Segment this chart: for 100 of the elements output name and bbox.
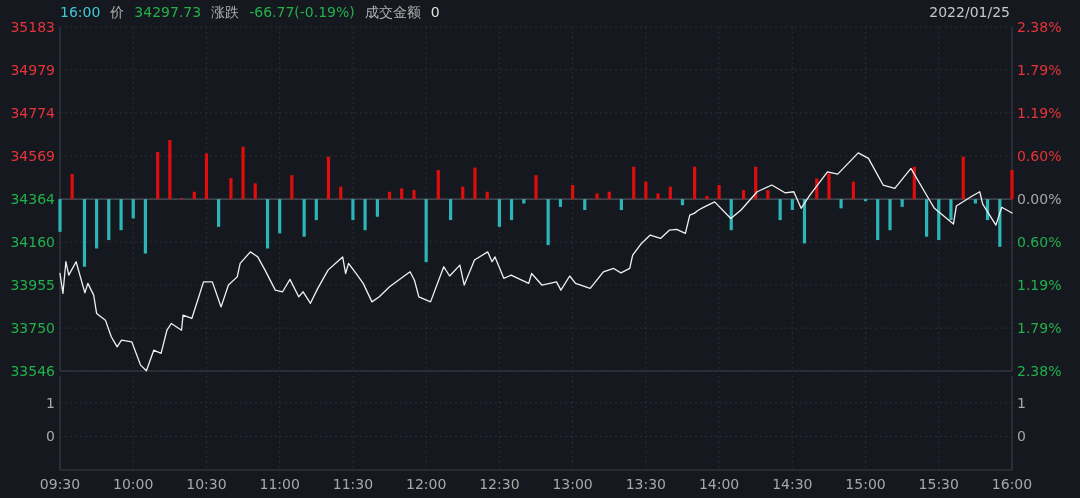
- bar: [217, 199, 221, 227]
- bar: [363, 199, 367, 231]
- bar: [375, 199, 379, 217]
- x-tick-label: 16:00: [991, 476, 1033, 492]
- y2-tick-label: 1.79%: [1017, 320, 1062, 337]
- y-tick-label: 35183: [10, 19, 55, 35]
- y-tick-label: 1: [46, 394, 55, 411]
- bar: [1010, 170, 1014, 200]
- y2-tick-label: 1.79%: [1017, 61, 1062, 78]
- bar: [400, 188, 404, 200]
- bar: [961, 156, 965, 200]
- text: 2022/01/25: [929, 4, 1010, 20]
- bar: [131, 199, 135, 219]
- x-tick-label: 13:30: [625, 476, 667, 492]
- bar: [900, 199, 904, 207]
- bar: [424, 199, 428, 263]
- bar: [705, 195, 709, 200]
- bar: [632, 166, 636, 200]
- text: 16:00: [60, 4, 101, 20]
- y2-tick-label: 0.60%: [1017, 234, 1062, 251]
- x-tick-label: 14:30: [772, 476, 813, 492]
- bar: [229, 178, 233, 200]
- x-tick-label: 15:00: [845, 476, 886, 492]
- bar: [571, 185, 575, 200]
- bar: [876, 199, 880, 241]
- x-tick-label: 10:30: [186, 476, 227, 492]
- bar: [473, 167, 477, 200]
- bar: [253, 183, 257, 200]
- bar: [412, 190, 416, 200]
- bar: [509, 199, 514, 221]
- bar: [925, 199, 929, 237]
- y2-tick-label: 1: [1017, 394, 1026, 411]
- x-tick-label: 13:00: [552, 476, 593, 492]
- y-tick-label: 33955: [10, 277, 55, 294]
- bar: [949, 199, 953, 221]
- bar: [339, 186, 343, 200]
- bar: [766, 190, 770, 200]
- bar: [278, 199, 282, 234]
- bar: [937, 199, 941, 241]
- bar: [778, 199, 782, 221]
- y-tick-label: 34364: [10, 191, 56, 208]
- bar: [693, 166, 697, 200]
- bar: [546, 199, 550, 246]
- y2-tick-label: 0: [1017, 428, 1026, 445]
- y2-tick-label: 1.19%: [1017, 277, 1062, 293]
- text: 34297.73: [134, 4, 202, 20]
- bar: [522, 199, 526, 204]
- bar: [644, 181, 648, 200]
- x-tick-label: 12:30: [479, 476, 520, 492]
- text: -66.77(-0.19%): [249, 4, 355, 20]
- y2-tick-label: 0.00%: [1017, 191, 1062, 207]
- bar: [888, 199, 892, 231]
- text: 价: [109, 4, 125, 20]
- bar: [58, 199, 62, 232]
- x-tick-label: 10:00: [113, 476, 154, 492]
- y2-tick-label: 2.38%: [1017, 19, 1062, 35]
- bar: [290, 175, 294, 200]
- bar: [619, 199, 623, 211]
- y-tick-label: 0: [46, 428, 55, 445]
- bar: [595, 193, 599, 200]
- x-tick-label: 09:30: [39, 476, 81, 492]
- bar: [326, 156, 331, 200]
- bar: [497, 199, 501, 227]
- bar: [168, 140, 172, 200]
- text: 成交金额: [364, 4, 421, 20]
- bar: [314, 199, 318, 221]
- bar: [156, 151, 160, 200]
- bar: [827, 173, 831, 200]
- bar: [656, 193, 660, 200]
- bar: [461, 186, 465, 200]
- bar: [241, 146, 245, 200]
- bar: [143, 199, 147, 254]
- y-tick-label: 34569: [10, 148, 55, 165]
- bar: [449, 199, 453, 221]
- x-tick-label: 15:30: [918, 476, 959, 492]
- bar: [265, 199, 270, 249]
- bar: [436, 170, 440, 200]
- bar: [351, 199, 355, 221]
- text: 0: [430, 4, 440, 20]
- y-tick-label: 34774: [10, 104, 56, 121]
- y-tick-label: 33750: [10, 320, 55, 337]
- bar: [558, 199, 563, 207]
- bar: [119, 199, 123, 231]
- bar: [534, 175, 538, 200]
- bar: [583, 199, 587, 211]
- bar: [107, 199, 111, 241]
- bar: [717, 185, 721, 200]
- x-tick-label: 12:00: [405, 476, 447, 492]
- y2-tick-label: 0.60%: [1017, 147, 1062, 164]
- bar: [680, 199, 685, 206]
- x-tick-label: 11:00: [259, 476, 300, 492]
- x-tick-label: 14:00: [698, 476, 740, 492]
- y2-tick-label: 2.38%: [1017, 363, 1062, 379]
- bar: [839, 199, 843, 209]
- text: 涨跌: [211, 4, 240, 20]
- y-tick-label: 34979: [10, 61, 55, 78]
- bar: [204, 153, 209, 200]
- bar: [668, 186, 672, 200]
- bar: [741, 190, 746, 200]
- x-tick-label: 11:30: [332, 476, 374, 492]
